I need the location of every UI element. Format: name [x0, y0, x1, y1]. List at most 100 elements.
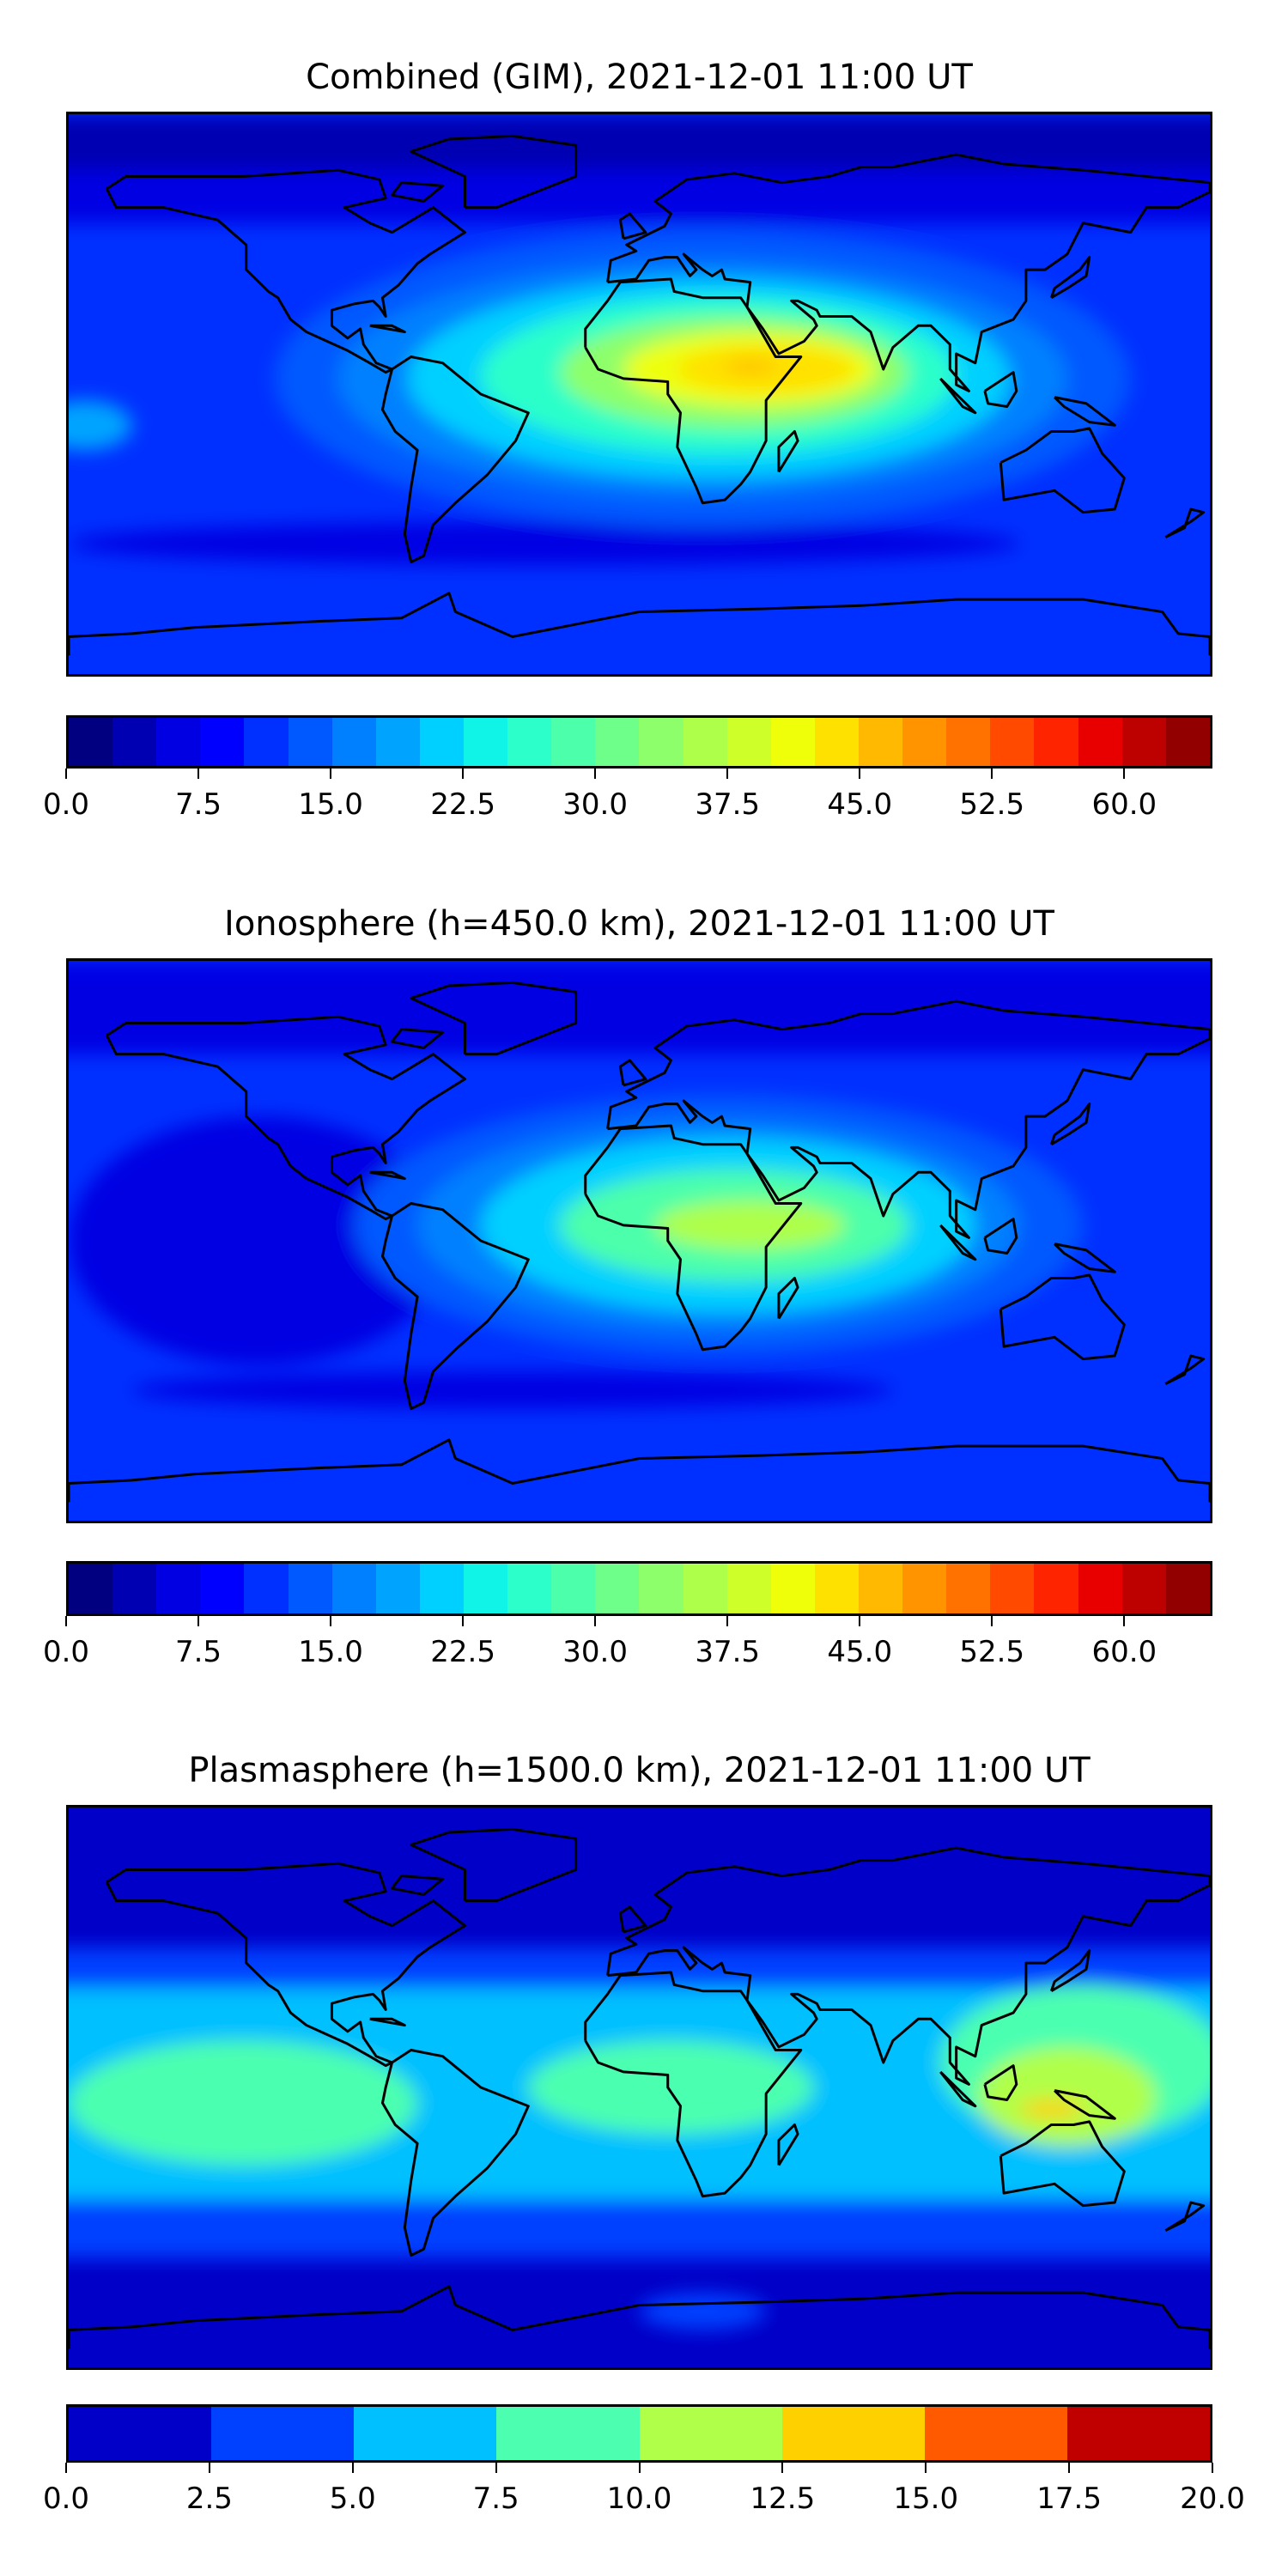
colorbar-combined: [66, 715, 1212, 769]
colorbar-bin: [990, 718, 1035, 766]
coastline: [370, 1172, 405, 1178]
colorbar-tick: [594, 1616, 597, 1626]
colorbar-bin: [211, 2407, 355, 2460]
coastline: [1165, 509, 1203, 538]
panel-title: Combined (GIM), 2021-12-01 11:00 UT: [306, 58, 973, 97]
colorbar-tick-label: 15.0: [893, 2482, 959, 2516]
colorbar-ticks: 0.0 2.5 5.0 7.5 10.0 12.5 15.0 17.5 20.0: [43, 2463, 1245, 2516]
colorbar-bin: [595, 718, 640, 766]
coastline: [1165, 1356, 1203, 1384]
colorbar-tick: [1123, 769, 1126, 779]
colorbar-bin: [814, 718, 859, 766]
colorbar-tick: [859, 1616, 861, 1626]
coastline: [1051, 1951, 1089, 1991]
coastline: [392, 183, 443, 202]
coastline: [69, 2287, 1210, 2348]
colorbar-tick: [197, 1616, 200, 1626]
colorbar-ionosphere: [66, 1561, 1212, 1616]
map-combined: [66, 112, 1212, 677]
colorbar-tick: [859, 769, 861, 779]
coastline: [69, 593, 1210, 655]
colorbar-bin: [639, 1564, 683, 1613]
colorbar-tick: [991, 769, 993, 779]
coastline: [586, 279, 801, 503]
colorbar-tick-label: 10.0: [606, 2482, 672, 2516]
colorbar-bin: [375, 1564, 420, 1613]
map-canvas: [69, 961, 1210, 1521]
coastline: [586, 1126, 801, 1350]
map-canvas: [69, 1807, 1210, 2367]
coastline: [1054, 2091, 1115, 2119]
field-contour: [1019, 2099, 1084, 2119]
coastline: [382, 2050, 528, 2256]
coastline: [392, 1876, 443, 1895]
colorbar-tick-label: 15.0: [298, 1635, 363, 1669]
colorbar-tick: [991, 1616, 993, 1626]
colorbar-bin: [858, 718, 903, 766]
colorbar-tick: [330, 769, 332, 779]
coastline: [985, 2066, 1017, 2100]
colorbar-bin: [463, 1564, 508, 1613]
field-contour: [654, 1200, 846, 1250]
colorbar-tick: [1068, 2463, 1071, 2473]
coastline: [1054, 398, 1115, 426]
coastline: [779, 431, 798, 471]
colorbar-tick-label: 0.0: [42, 1635, 90, 1669]
colorbar-bin: [112, 1564, 157, 1613]
coastline: [940, 379, 975, 413]
field-contour: [69, 961, 1210, 1054]
colorbar-bin: [781, 2407, 925, 2460]
coastline: [382, 1204, 528, 1409]
field-contour: [69, 2040, 418, 2166]
colorbar-bin: [1066, 2407, 1210, 2460]
colorbar-bin: [924, 2407, 1067, 2460]
colorbar-tick-label: 7.5: [174, 787, 222, 822]
coastline: [1165, 2202, 1203, 2231]
coastline: [940, 2072, 975, 2106]
colorbar-bin: [69, 1564, 113, 1613]
field-contour: [639, 2293, 767, 2330]
colorbar-tick-label: 12.5: [750, 2482, 816, 2516]
coastline: [620, 214, 646, 239]
colorbar-bin: [1078, 1564, 1122, 1613]
colorbar-bin: [331, 1564, 376, 1613]
colorbar-bin: [507, 1564, 552, 1613]
colorbar-bin: [1034, 1564, 1078, 1613]
colorbar-bin: [200, 718, 245, 766]
colorbar-tick-label: 7.5: [472, 2482, 519, 2516]
colorbar-tick-label: 5.0: [329, 2482, 376, 2516]
colorbar-bin: [990, 1564, 1035, 1613]
colorbar-bin: [156, 718, 201, 766]
colorbar-tick: [726, 1616, 729, 1626]
colorbar-bin: [354, 2407, 497, 2460]
coastline: [106, 1863, 465, 2065]
colorbar-tick-label: 45.0: [827, 787, 893, 822]
coastline: [608, 155, 1210, 391]
coastline: [69, 1440, 1210, 1502]
colorbar-bin: [156, 1564, 201, 1613]
coastline: [1051, 1104, 1089, 1145]
colorbar-tick-label: 0.0: [42, 2482, 90, 2516]
colorbar-tick: [65, 2463, 67, 2473]
coastline: [1054, 1244, 1115, 1273]
colorbar-tick-label: 30.0: [562, 1635, 628, 1669]
coastline: [985, 1219, 1017, 1254]
coastline: [411, 136, 576, 207]
panel-title: Ionosphere (h=450.0 km), 2021-12-01 11:0…: [224, 904, 1054, 944]
colorbar-tick-label: 22.5: [430, 787, 495, 822]
colorbar-bin: [726, 1564, 771, 1613]
colorbar-bin: [726, 718, 771, 766]
colorbar-bin: [112, 718, 157, 766]
colorbar-tick-label: 37.5: [695, 787, 761, 822]
colorbar-bin: [639, 2407, 782, 2460]
coastline: [1000, 1275, 1124, 1359]
colorbar-bin: [683, 718, 727, 766]
colorbar-tick: [1123, 1616, 1126, 1626]
colorbar-bin: [507, 718, 552, 766]
field-contour: [69, 114, 1210, 171]
colorbar-tick-label: 7.5: [174, 1635, 222, 1669]
colorbar-bin: [1034, 718, 1078, 766]
coastline: [779, 2124, 798, 2165]
colorbar-tick: [208, 2463, 210, 2473]
map-plasmasphere: [66, 1805, 1212, 2370]
